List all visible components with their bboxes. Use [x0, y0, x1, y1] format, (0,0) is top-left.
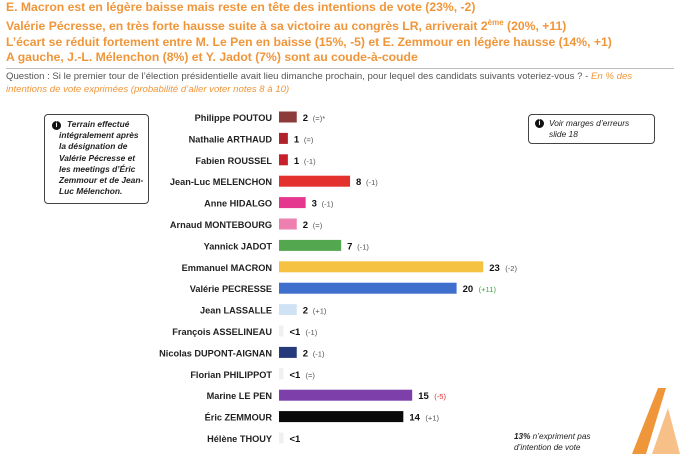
fieldwork-note-line-5: les meetings d’Éric: [59, 163, 136, 174]
no-intention-text: n’expriment pas: [530, 432, 591, 441]
bar-yannick-jadot: [279, 239, 342, 251]
fieldwork-note-line-3: la désignation de: [59, 141, 128, 152]
fieldwork-note-line-7: Luc Mélenchon.: [59, 186, 123, 197]
bar-nathalie-arthaud: [279, 132, 288, 144]
info-icon: i: [52, 121, 61, 130]
change-label-yannick-jadot: (-1): [357, 242, 369, 251]
bar-francois-asselineau: [279, 325, 284, 337]
headline-line-2-superscript: ème: [487, 18, 504, 28]
category-label-jean-lassalle: Jean LASSALLE: [200, 306, 272, 316]
fieldwork-note-line-2: intégralement après: [59, 130, 139, 141]
change-label-jean-luc-melenchon: (-1): [366, 178, 378, 187]
change-label-nicolas-dupont-aignan: (-1): [313, 349, 325, 358]
value-label-jean-lassalle: 2: [303, 306, 308, 317]
value-label-philippe-poutou: 2: [303, 113, 308, 124]
category-label-marine-le-pen: Marine LE PEN: [207, 391, 273, 401]
bar-anne-hidalgo: [279, 197, 306, 209]
category-label-helene-thouy: Hélène THOUY: [207, 434, 272, 444]
category-label-arnaud-montebourg: Arnaud MONTEBOURG: [170, 220, 272, 230]
bar-jean-lassalle: [279, 304, 297, 316]
bar-valerie-pecresse: [279, 282, 457, 294]
value-label-nathalie-arthaud: 1: [294, 134, 300, 145]
error-margin-note-line-1: Voir marges d’erreurs: [549, 118, 630, 128]
info-icon: i: [535, 119, 544, 128]
change-label-jean-lassalle: (+1): [313, 307, 327, 316]
change-label-anne-hidalgo: (-1): [322, 200, 334, 209]
headline-line-2-prefix: Valérie Pécresse, en très forte hausse s…: [6, 19, 488, 34]
error-margin-note: i Voir marges d’erreurs slide 18: [528, 114, 655, 144]
change-label-valerie-pecresse: (+11): [479, 285, 497, 294]
value-label-eric-zemmour: 14: [409, 413, 420, 424]
category-label-nicolas-dupont-aignan: Nicolas DUPONT-AIGNAN: [159, 348, 272, 358]
category-label-philippe-poutou: Philippe POUTOU: [195, 113, 273, 123]
value-label-helene-thouy: <1: [289, 434, 301, 445]
value-label-arnaud-montebourg: 2: [303, 220, 308, 231]
value-label-yannick-jadot: 7: [347, 241, 352, 252]
fieldwork-note-line-1: Terrain effectué: [67, 119, 130, 129]
headline-line-2-suffix: (20%, +11): [503, 19, 567, 34]
bar-fabien-roussel: [279, 154, 288, 166]
question-text: Question : Si le premier tour de l’élect…: [6, 71, 592, 82]
question-subtext: En % des intentions de vote exprimées (p…: [6, 71, 633, 95]
value-label-florian-philippot: <1: [289, 370, 301, 381]
bar-eric-zemmour: [279, 411, 404, 423]
headline-line-4: A gauche, J.-L. Mélenchon (8%) et Y. Jad…: [6, 49, 418, 64]
change-label-florian-philippot: (=): [305, 371, 315, 380]
value-label-francois-asselineau: <1: [289, 327, 301, 338]
category-label-eric-zemmour: Éric ZEMMOUR: [205, 412, 273, 423]
change-label-fabien-roussel: (-1): [304, 157, 316, 166]
change-label-philippe-poutou: (=)*: [313, 114, 325, 123]
headline: E. Macron est en légère baisse mais rest…: [6, 0, 612, 65]
category-label-jean-luc-melenchon: Jean-Luc MELENCHON: [170, 177, 272, 187]
category-label-yannick-jadot: Yannick JADOT: [204, 241, 273, 251]
change-label-eric-zemmour: (+1): [425, 414, 439, 423]
error-margin-note-line-2: slide 18: [549, 129, 578, 140]
change-label-nathalie-arthaud: (=): [304, 135, 314, 144]
category-label-fabien-roussel: Fabien ROUSSEL: [195, 156, 272, 166]
fieldwork-note-line-6: Zemmour et de Jean-: [59, 175, 144, 186]
no-intention-note: 13% n’expriment pas d’intention de vote: [514, 431, 590, 453]
bar-nicolas-dupont-aignan: [279, 346, 297, 358]
bar-jean-luc-melenchon: [279, 175, 351, 187]
value-label-jean-luc-melenchon: 8: [356, 177, 361, 188]
category-label-anne-hidalgo: Anne HIDALGO: [204, 199, 272, 209]
category-label-emmanuel-macron: Emmanuel MACRON: [182, 263, 273, 273]
bar-emmanuel-macron: [279, 261, 484, 273]
fieldwork-note: i Terrain effectué intégralement après l…: [44, 114, 149, 204]
question: Question : Si le premier tour de l’élect…: [6, 71, 646, 96]
bar-philippe-poutou: [279, 111, 297, 123]
bar-helene-thouy: [279, 432, 284, 444]
divider: [6, 68, 674, 69]
fieldwork-note-line-4: Valérie Pécresse et: [59, 152, 136, 163]
change-label-francois-asselineau: (-1): [305, 328, 317, 337]
value-label-marine-le-pen: 15: [418, 391, 429, 402]
category-label-francois-asselineau: François ASSELINEAU: [172, 327, 272, 337]
brand-logo: [632, 388, 680, 454]
value-label-valerie-pecresse: 20: [463, 284, 474, 295]
no-intention-text-line-2: d’intention de vote: [514, 443, 581, 452]
bar-florian-philippot: [279, 368, 284, 380]
value-label-fabien-roussel: 1: [294, 156, 300, 167]
headline-line-1: E. Macron est en légère baisse mais rest…: [6, 0, 476, 14]
value-label-emmanuel-macron: 23: [489, 263, 500, 274]
no-intention-percent: 13%: [514, 432, 531, 441]
category-label-valerie-pecresse: Valérie PECRESSE: [190, 284, 272, 294]
bar-arnaud-montebourg: [279, 218, 297, 230]
value-label-nicolas-dupont-aignan: 2: [303, 348, 308, 359]
headline-line-3: L’écart se réduit fortement entre M. Le …: [6, 34, 612, 49]
change-label-marine-le-pen: (-5): [434, 392, 446, 401]
change-label-arnaud-montebourg: (=): [313, 221, 323, 230]
category-label-florian-philippot: Florian PHILIPPOT: [190, 370, 272, 380]
change-label-emmanuel-macron: (-2): [505, 264, 517, 273]
category-label-nathalie-arthaud: Nathalie ARTHAUD: [189, 134, 273, 144]
bar-marine-le-pen: [279, 389, 413, 401]
headline-line-2: Valérie Pécresse, en très forte hausse s…: [6, 15, 612, 34]
value-label-anne-hidalgo: 3: [312, 199, 317, 210]
